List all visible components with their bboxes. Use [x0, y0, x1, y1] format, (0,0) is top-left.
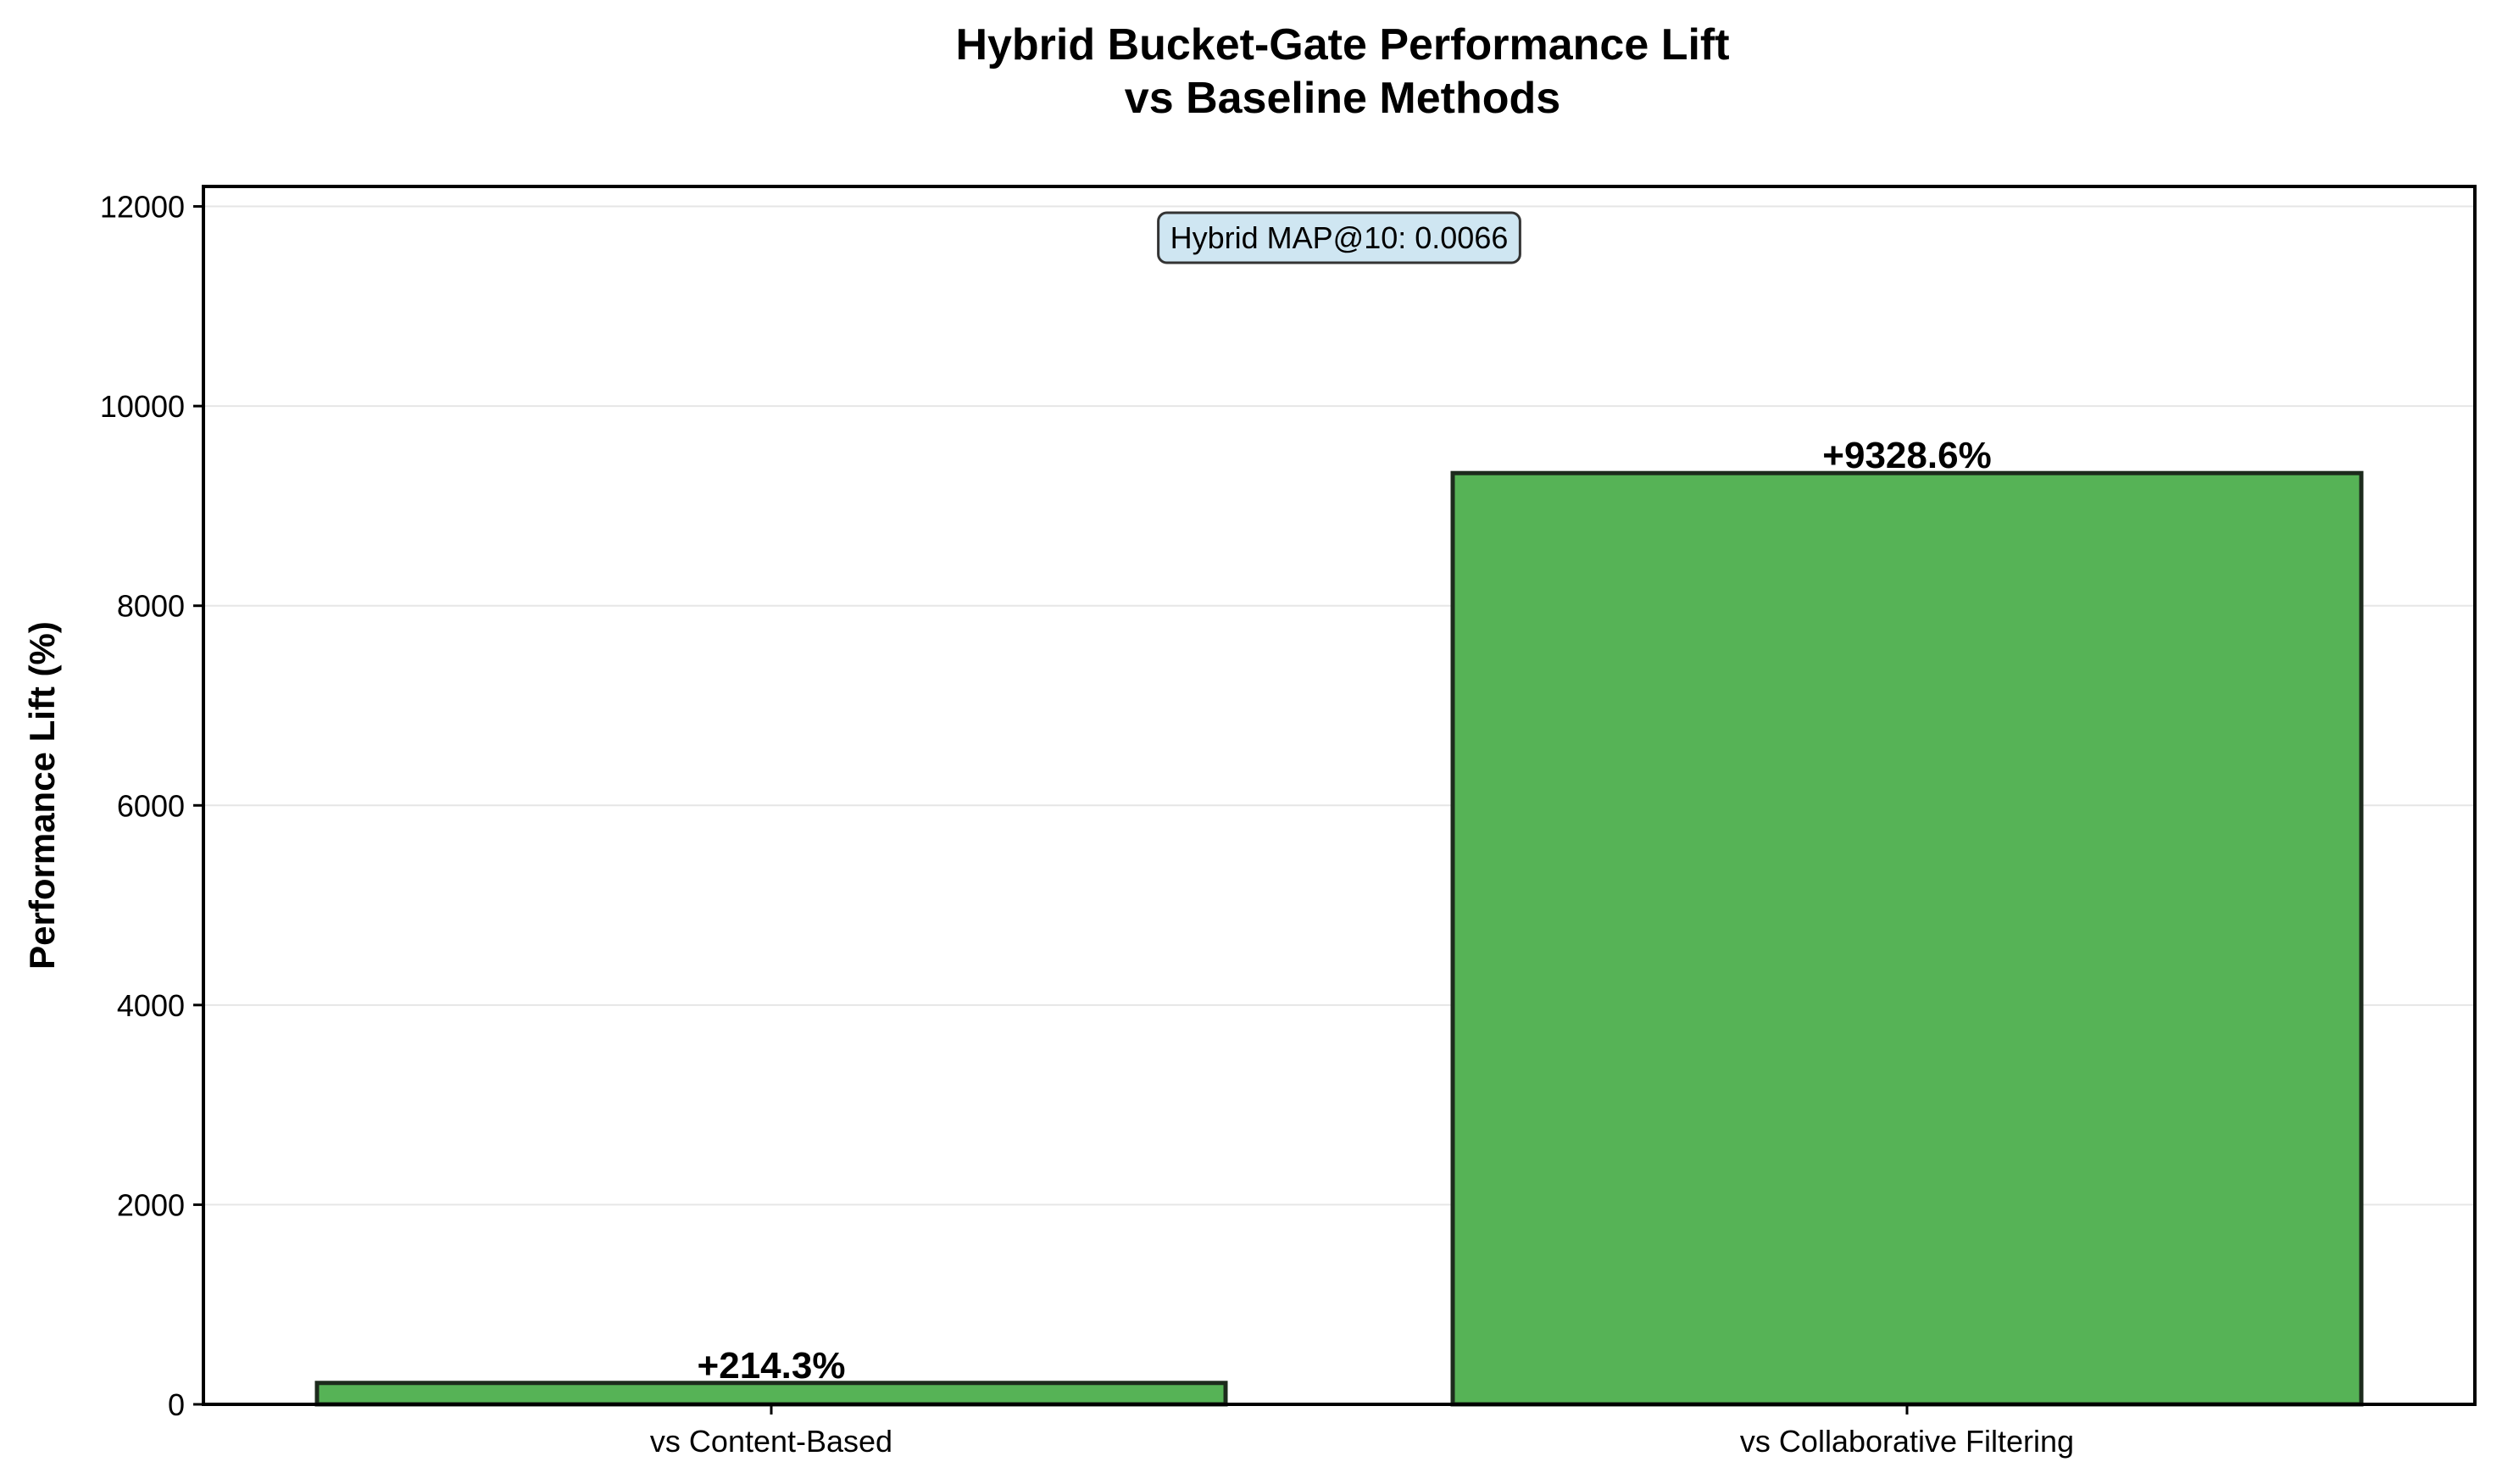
- bar-value-label: +214.3%: [698, 1345, 846, 1387]
- data-labels: +214.3% +9328.6%: [698, 435, 1992, 1387]
- bar: [1450, 470, 2364, 1407]
- x-tick-label: vs Content-Based: [650, 1424, 892, 1459]
- x-axis-ticks: vs Content-Based vs Collaborative Filteri…: [650, 1404, 2074, 1459]
- bars: [314, 470, 2364, 1407]
- annotation-box: Hybrid MAP@10: 0.0066: [1157, 211, 1521, 264]
- chart-title-line-1: Hybrid Bucket-Gate Performance Lift: [955, 20, 1729, 69]
- x-tick-label: vs Collaborative Filtering: [1740, 1424, 2074, 1459]
- y-tick-label: 4000: [117, 988, 185, 1023]
- plot-frame: [202, 185, 2477, 1406]
- bar-value-label: +9328.6%: [1822, 435, 1991, 476]
- chart-title-line-2: vs Baseline Methods: [1125, 74, 1560, 123]
- annotation-text: Hybrid MAP@10: 0.0066: [1170, 220, 1509, 255]
- y-tick-label: 10000: [100, 389, 185, 424]
- y-axis-ticks: 0 2000 4000 6000 8000 10000 12000: [100, 190, 203, 1422]
- y-tick-label: 2000: [117, 1187, 185, 1222]
- grid-lines: [203, 205, 2475, 1405]
- y-tick-label: 8000: [117, 589, 185, 624]
- annotation-background: [1157, 211, 1521, 264]
- y-tick-label: 12000: [100, 190, 185, 225]
- y-tick-label: 6000: [117, 788, 185, 823]
- y-axis-label: Performance Lift (%): [22, 621, 62, 970]
- y-tick-label: 0: [168, 1387, 185, 1422]
